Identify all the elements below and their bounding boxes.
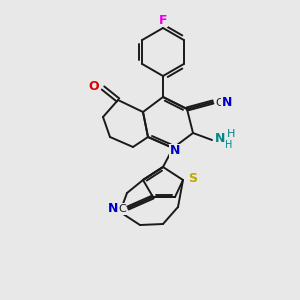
Text: N: N xyxy=(170,145,180,158)
Text: O: O xyxy=(89,80,99,92)
Text: C: C xyxy=(118,204,126,214)
Text: S: S xyxy=(188,172,197,185)
Text: N: N xyxy=(215,131,225,145)
Text: C: C xyxy=(215,98,223,108)
Text: F: F xyxy=(159,14,167,26)
Text: N: N xyxy=(108,202,118,215)
Text: N: N xyxy=(222,97,232,110)
Text: H: H xyxy=(227,129,235,139)
Text: H: H xyxy=(225,140,233,150)
